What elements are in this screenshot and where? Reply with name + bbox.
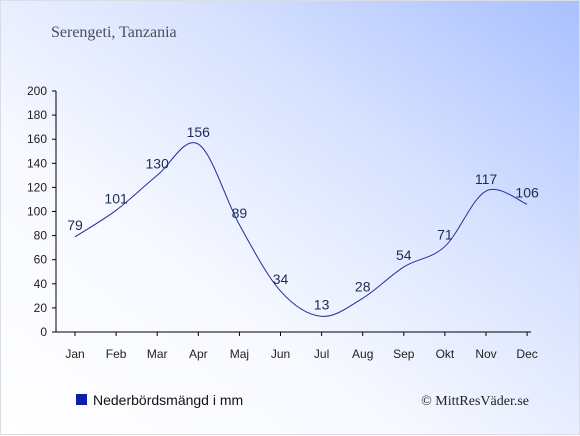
x-tick-label: Nov — [475, 347, 496, 361]
axes — [52, 90, 532, 336]
x-tick-label: Feb — [106, 347, 127, 361]
y-tick-label: 60 — [34, 253, 48, 267]
legend-marker — [76, 394, 87, 405]
y-tick-label: 180 — [27, 108, 47, 122]
x-tick-label: Aug — [352, 347, 373, 361]
x-tick-label: Jun — [271, 347, 290, 361]
y-tick-label: 0 — [40, 325, 47, 339]
x-tick-label: Jan — [65, 347, 84, 361]
data-labels: 79 101 130 156 89 34 13 28 54 71 117 106 — [67, 124, 539, 312]
data-label: 71 — [437, 226, 453, 242]
x-tick-label: Apr — [189, 347, 208, 361]
data-label: 28 — [355, 278, 371, 294]
y-tick-label: 140 — [27, 156, 47, 170]
y-tick-label: 20 — [34, 301, 48, 315]
data-label: 106 — [515, 184, 539, 200]
y-tick-label: 40 — [34, 277, 48, 291]
credit-text: © MittResVäder.se — [421, 394, 529, 409]
data-label: 54 — [396, 247, 412, 263]
x-tick-label: Maj — [230, 347, 249, 361]
series-line — [74, 142, 528, 317]
data-label: 89 — [232, 205, 248, 221]
y-tick-label: 100 — [27, 205, 47, 219]
data-label: 117 — [475, 171, 498, 187]
legend-label: Nederbördsmängd i mm — [93, 392, 243, 408]
data-label: 130 — [146, 155, 170, 171]
y-tick-label: 120 — [27, 180, 47, 194]
y-tick-labels: 0 20 40 60 80 100 120 140 160 180 200 — [27, 84, 47, 339]
data-label: 34 — [273, 271, 289, 287]
x-tick-label: Jul — [314, 347, 329, 361]
x-tick-label: Okt — [436, 347, 455, 361]
chart-title: Serengeti, Tanzania — [51, 24, 177, 41]
data-label: 13 — [314, 296, 330, 312]
data-label: 79 — [67, 217, 83, 233]
x-tick-label: Sep — [393, 347, 415, 361]
y-tick-label: 160 — [27, 132, 47, 146]
x-tick-label: Dec — [516, 347, 537, 361]
y-tick-label: 200 — [27, 84, 47, 98]
data-label: 156 — [187, 124, 211, 140]
x-tick-labels: Jan Feb Mar Apr Maj Jun Jul Aug Sep Okt Nov Dec — [65, 347, 537, 361]
data-label: 101 — [104, 190, 128, 206]
x-tick-label: Mar — [147, 347, 168, 361]
y-tick-label: 80 — [34, 229, 48, 243]
